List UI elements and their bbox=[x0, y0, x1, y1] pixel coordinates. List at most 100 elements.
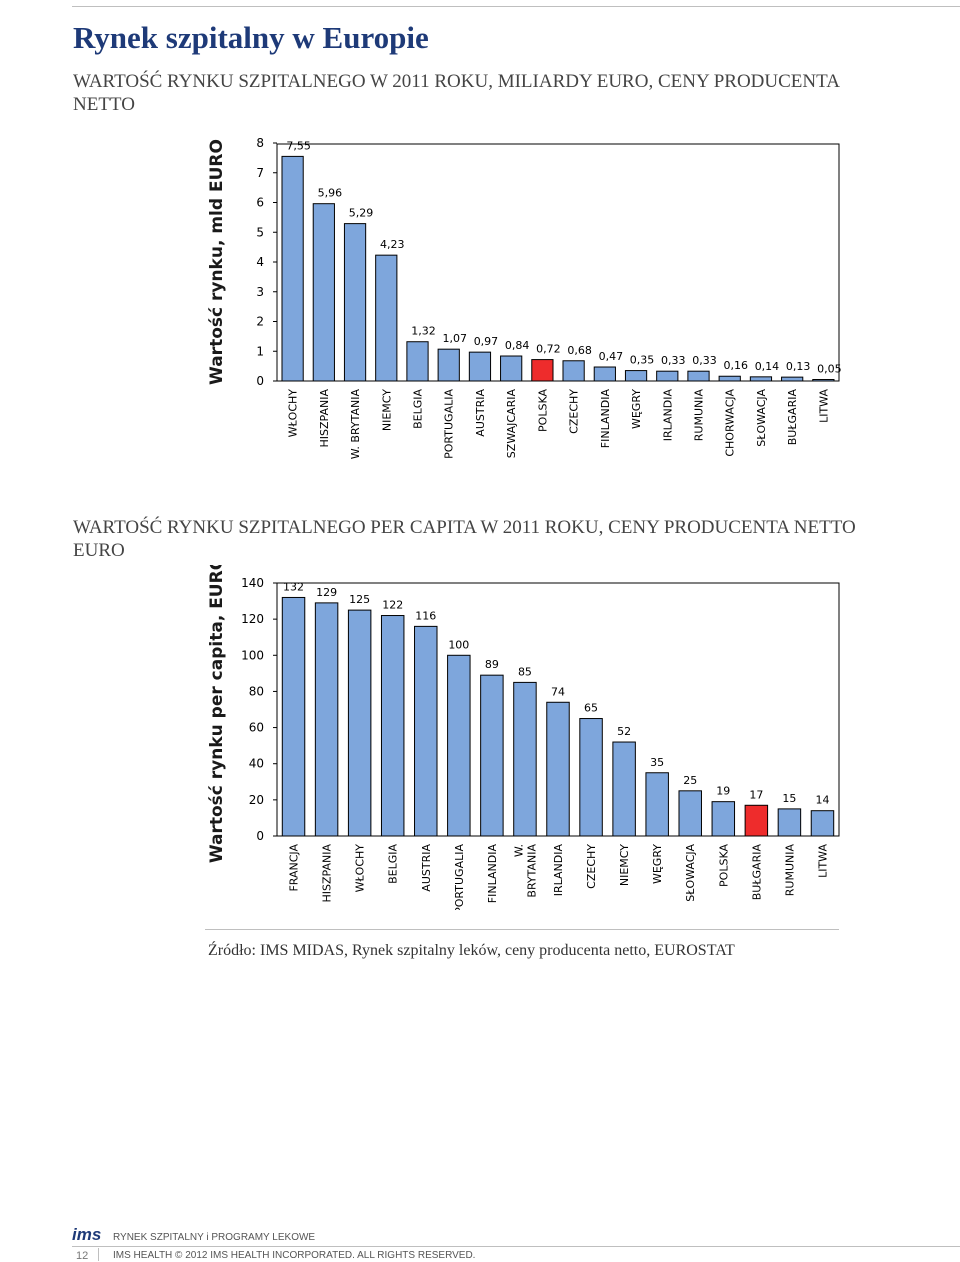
bar bbox=[414, 625, 438, 837]
category-label: POLSKA bbox=[536, 389, 549, 432]
value-label: 4,23 bbox=[380, 238, 405, 251]
source-divider bbox=[205, 929, 839, 930]
bar bbox=[375, 254, 398, 382]
y-tick-label: 5 bbox=[256, 225, 264, 239]
y-tick-label: 4 bbox=[256, 255, 264, 269]
y-tick-label: 120 bbox=[241, 612, 264, 626]
category-label: IRLANDIA bbox=[661, 389, 674, 442]
value-label: 17 bbox=[749, 788, 763, 801]
category-label: NIEMCY bbox=[618, 844, 631, 886]
bar bbox=[579, 718, 603, 837]
chart2-section-title: WARTOŚĆ RYNKU SZPITALNEGO PER CAPITA W 2… bbox=[73, 517, 856, 561]
bar bbox=[500, 355, 523, 382]
y-tick-label: 60 bbox=[249, 721, 264, 735]
bar bbox=[711, 801, 736, 837]
value-label: 85 bbox=[518, 665, 532, 678]
y-axis-title: Wartość rynku, mld EURO bbox=[207, 139, 227, 385]
category-label: SZWAJCARIA bbox=[505, 389, 518, 459]
bar bbox=[347, 609, 372, 837]
bar bbox=[480, 674, 504, 837]
page-number: 12 bbox=[76, 1250, 89, 1262]
bar bbox=[744, 804, 769, 837]
category-label: W. BRYTANIA bbox=[349, 389, 362, 460]
category-label: CHORWACJA bbox=[724, 389, 737, 457]
bar bbox=[447, 654, 471, 837]
category-label: POLSKA bbox=[717, 844, 730, 887]
value-label: 0,05 bbox=[817, 363, 842, 376]
bar bbox=[781, 376, 804, 382]
category-label: HISZPANIA bbox=[321, 844, 334, 903]
y-tick-label: 6 bbox=[256, 196, 264, 210]
bar bbox=[749, 376, 773, 382]
y-tick-label: 80 bbox=[249, 684, 264, 698]
category-label: WŁOCHY bbox=[287, 389, 300, 438]
bar bbox=[531, 359, 554, 382]
category-label: BELGIA bbox=[412, 389, 425, 429]
bar bbox=[406, 341, 429, 382]
page-title: Rynek szpitalny w Europie bbox=[73, 20, 429, 55]
category-label: FINLANDIA bbox=[599, 389, 612, 449]
category-label: CZECHY bbox=[585, 844, 598, 889]
value-label: 0,35 bbox=[630, 354, 655, 367]
category-label: BUŁGARIA bbox=[750, 844, 763, 901]
value-label: 0,16 bbox=[723, 359, 748, 372]
bar bbox=[380, 615, 405, 837]
category-label: RUMUNIA bbox=[783, 844, 796, 897]
y-tick-label: 100 bbox=[241, 648, 264, 662]
category-label: AUSTRIA bbox=[474, 389, 487, 437]
bar bbox=[437, 348, 460, 382]
category-label: AUSTRIA bbox=[420, 844, 433, 892]
bar bbox=[810, 810, 835, 837]
bar bbox=[513, 681, 537, 837]
bar bbox=[593, 366, 616, 382]
bar bbox=[678, 790, 702, 837]
value-label: 65 bbox=[584, 702, 598, 715]
bar bbox=[612, 741, 636, 837]
value-label: 5,96 bbox=[318, 187, 343, 200]
value-label: 0,68 bbox=[567, 344, 592, 357]
category-label: LITWA bbox=[817, 389, 830, 423]
bar bbox=[718, 375, 741, 382]
bar bbox=[314, 602, 339, 837]
category-label: FINLANDIA bbox=[486, 844, 499, 904]
category-label: WĘGRY bbox=[630, 389, 643, 429]
category-label: W. bbox=[512, 844, 525, 857]
category-label: IRLANDIA bbox=[552, 844, 565, 897]
ims-logo: ims bbox=[72, 1225, 102, 1244]
value-label: 52 bbox=[617, 725, 631, 738]
footer-divider bbox=[98, 1248, 99, 1261]
category-label: BUŁGARIA bbox=[786, 389, 799, 446]
y-axis-title: Wartość rynku per capita, EURO bbox=[207, 565, 227, 863]
bar bbox=[312, 203, 335, 382]
y-tick-label: 40 bbox=[249, 757, 264, 771]
value-label: 0,33 bbox=[661, 354, 686, 367]
value-label: 0,72 bbox=[536, 343, 561, 356]
bar bbox=[777, 808, 802, 837]
value-label: 74 bbox=[551, 685, 565, 698]
y-tick-label: 2 bbox=[256, 315, 264, 329]
y-tick-label: 1 bbox=[256, 344, 264, 358]
y-tick-label: 7 bbox=[256, 166, 264, 180]
category-label: NIEMCY bbox=[380, 389, 393, 431]
value-label: 0,97 bbox=[474, 335, 499, 348]
category-label: PORTUGALIA bbox=[443, 389, 456, 459]
bar bbox=[645, 772, 669, 837]
bar bbox=[546, 701, 570, 837]
value-label: 35 bbox=[650, 756, 664, 769]
category-label: HISZPANIA bbox=[318, 389, 331, 448]
value-label: 15 bbox=[782, 792, 796, 805]
value-label: 0,84 bbox=[505, 339, 530, 352]
value-label: 129 bbox=[316, 586, 337, 599]
bar bbox=[468, 351, 492, 382]
value-label: 14 bbox=[815, 794, 829, 807]
value-label: 7,55 bbox=[286, 139, 311, 152]
category-label: PORTUGALIA bbox=[453, 844, 466, 910]
category-label: BRYTANIA bbox=[525, 844, 538, 898]
category-label: WĘGRY bbox=[651, 844, 664, 884]
category-label: FRANCJA bbox=[288, 844, 301, 892]
value-label: 125 bbox=[349, 593, 370, 606]
value-label: 0,33 bbox=[692, 354, 717, 367]
value-label: 19 bbox=[716, 785, 730, 798]
value-label: 5,29 bbox=[349, 207, 374, 220]
footer-rule bbox=[72, 1246, 960, 1247]
